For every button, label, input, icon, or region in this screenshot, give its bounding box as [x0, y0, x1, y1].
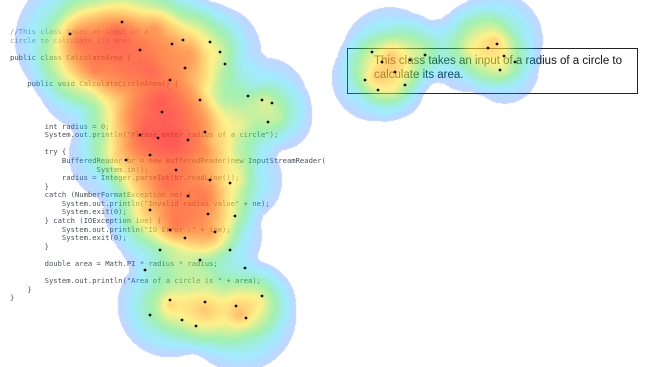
fixation-dot	[148, 313, 152, 317]
code-line: System.out.println("Area of a circle is …	[10, 276, 261, 286]
code-line	[10, 88, 326, 97]
code-line: System.out.println("Please enter radius …	[10, 130, 279, 140]
code-line: double area = Math.PI * radius * radius;	[10, 259, 218, 269]
fixation-dot	[194, 324, 198, 328]
summary-text: This class takes an input of a radius of…	[374, 55, 623, 81]
summary-box: This class takes an input of a radius of…	[347, 48, 638, 94]
code-line: circle to calculate its area	[10, 35, 132, 45]
fixation-dot	[120, 20, 124, 24]
code-line: }	[10, 241, 49, 251]
code-line: public class CalculateArea {	[10, 52, 132, 62]
code-line: }	[10, 284, 32, 294]
fixation-dot	[244, 316, 248, 320]
fixation-dot	[495, 42, 499, 46]
code-line: public void CalculateCircleArea() {	[10, 78, 179, 88]
code-line: System.exit(0);	[10, 233, 127, 243]
fixation-dot	[234, 304, 238, 308]
code-line	[10, 105, 326, 114]
code-line: }	[10, 293, 15, 303]
code-line	[10, 62, 326, 71]
fixation-dot	[180, 318, 184, 322]
code-line: radius = Integer.parseInt(br.readLine())…	[10, 173, 240, 183]
source-code-listing: //This class takes an input of a circle t…	[10, 27, 326, 303]
code-line	[10, 97, 326, 106]
